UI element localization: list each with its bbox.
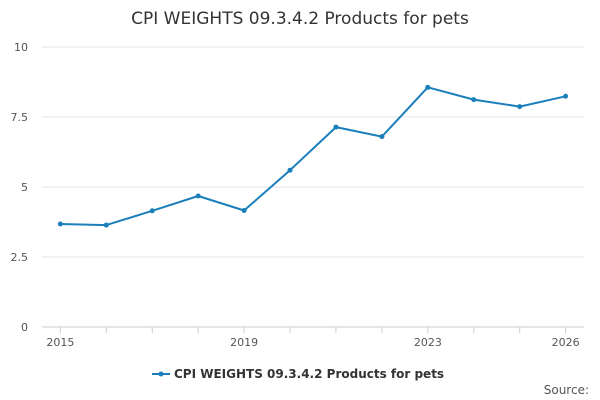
data-point — [195, 193, 201, 199]
source-label: Source: — [544, 383, 589, 397]
x-tick-label: 2015 — [46, 336, 74, 349]
y-tick-label: 2.5 — [11, 251, 29, 264]
data-point — [333, 124, 339, 130]
y-tick-labels: 0 2.5 5 7.5 10 — [11, 41, 29, 334]
chart-title: CPI WEIGHTS 09.3.4.2 Products for pets — [131, 9, 469, 29]
data-point — [563, 93, 569, 99]
y-tick-label: 7.5 — [11, 111, 29, 124]
axes — [42, 326, 584, 333]
legend-label: CPI WEIGHTS 09.3.4.2 Products for pets — [174, 367, 444, 381]
data-point — [287, 167, 293, 173]
data-point — [379, 134, 385, 140]
x-tick-labels: 2015 2019 2023 2026 — [46, 336, 579, 349]
legend-point-marker — [158, 371, 164, 377]
y-tick-label: 10 — [14, 41, 28, 54]
legend[interactable]: CPI WEIGHTS 09.3.4.2 Products for pets — [152, 367, 444, 381]
x-tick-label: 2019 — [230, 336, 258, 349]
data-point — [425, 84, 431, 90]
x-tick-label: 2023 — [414, 336, 442, 349]
data-point — [471, 97, 477, 103]
x-tick-label: 2026 — [552, 336, 580, 349]
series-line — [60, 86, 566, 227]
y-tick-label: 0 — [21, 321, 28, 334]
data-point — [517, 104, 523, 110]
data-point — [103, 222, 109, 228]
series-layer — [57, 84, 569, 228]
y-tick-label: 5 — [21, 181, 28, 194]
y-gridlines — [42, 46, 584, 258]
data-point — [241, 208, 247, 214]
data-point — [149, 208, 155, 214]
data-point — [57, 221, 63, 227]
